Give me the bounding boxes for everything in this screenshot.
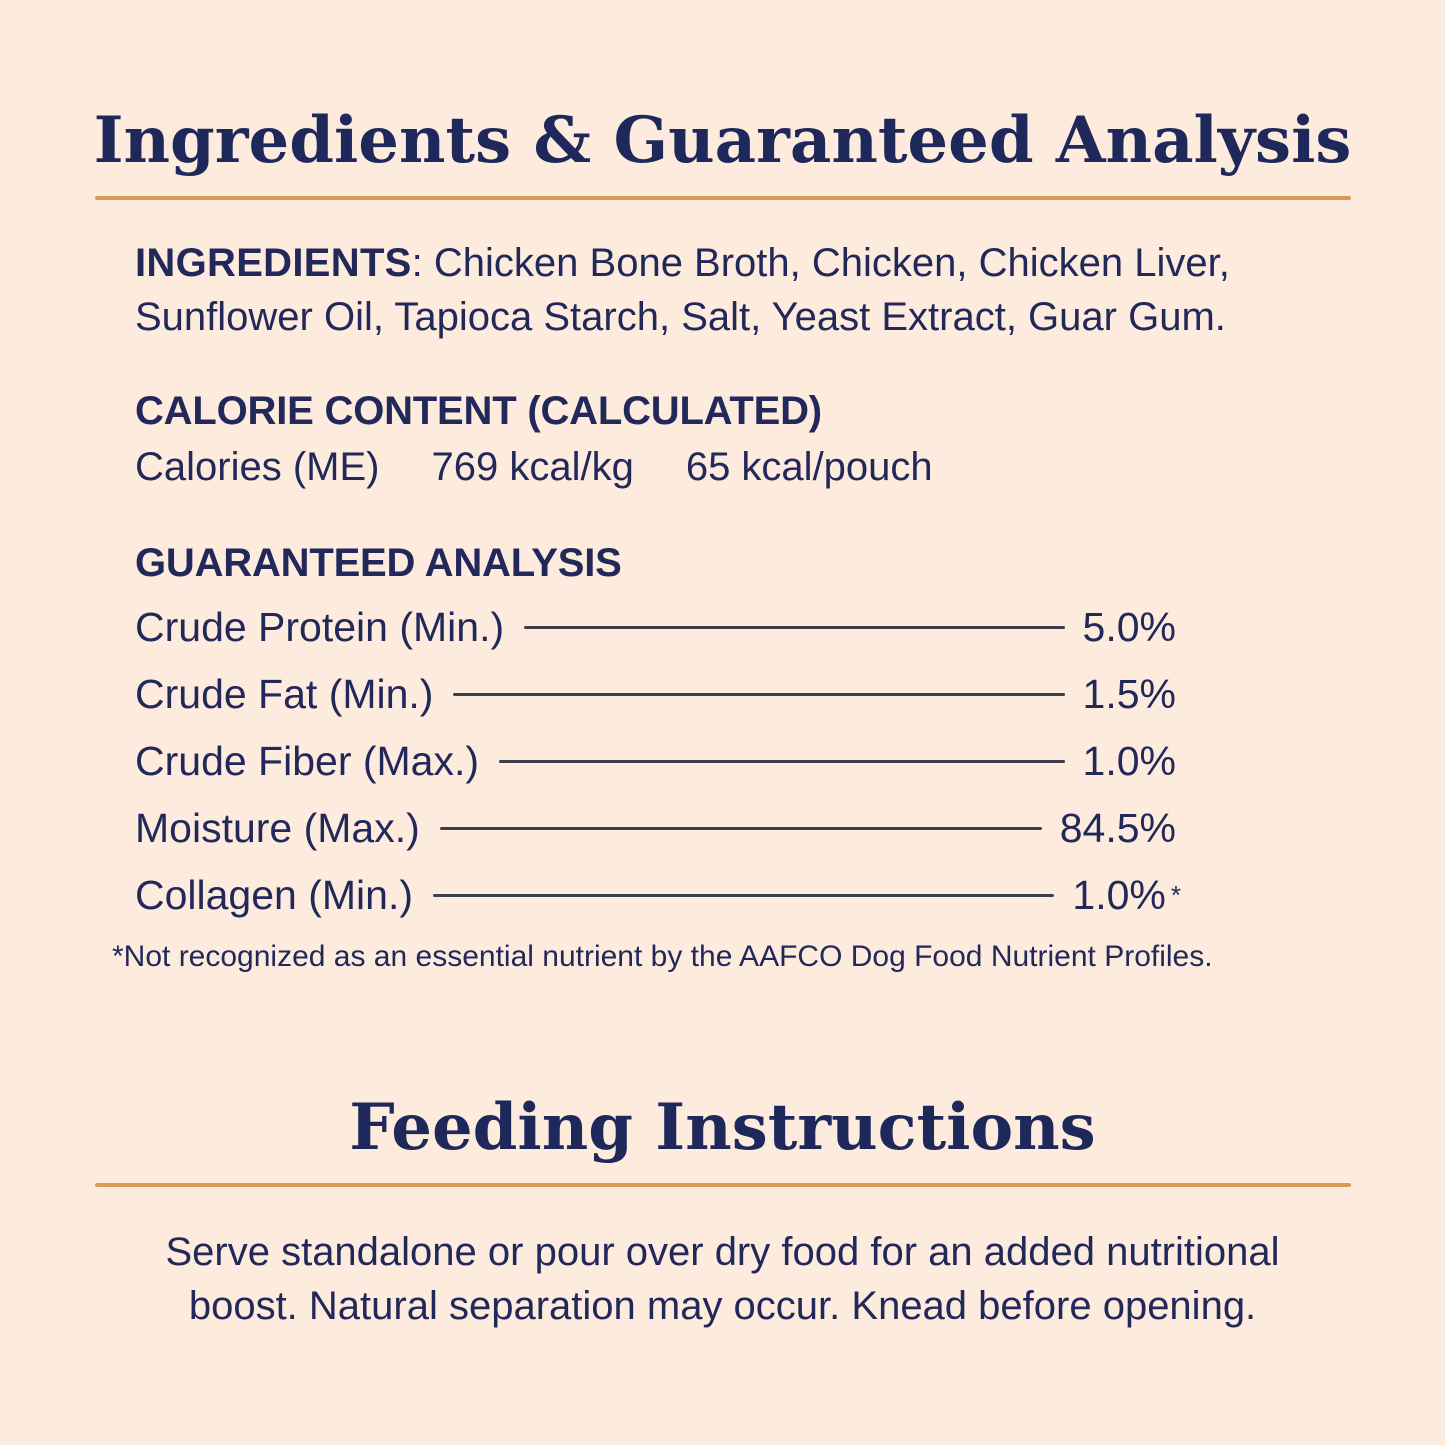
ingredients-label: INGREDIENTS (135, 241, 412, 285)
section-divider-top (94, 196, 1351, 200)
calories-per-kg-value: 769 kcal/kg (431, 445, 634, 489)
leader-line (524, 626, 1065, 629)
analysis-row-collagen: Collagen (Min.) 1.0% * (135, 862, 1181, 929)
analysis-row-label: Crude Fiber (Max.) (135, 738, 480, 784)
analysis-row-crude-fat: Crude Fat (Min.) 1.5% (135, 661, 1181, 728)
calorie-content-heading: CALORIE CONTENT (CALCULATED) (135, 389, 822, 433)
label-content: INGREDIENTS: Chicken Bone Broth, Chicken… (0, 236, 1445, 977)
analysis-row-value: 1.0% (1082, 738, 1176, 784)
ingredients-line-1: INGREDIENTS: Chicken Bone Broth, Chicken… (135, 236, 1350, 290)
analysis-row-crude-protein: Crude Protein (Min.) 5.0% (135, 594, 1181, 661)
footnote-marker: * (1170, 880, 1181, 910)
feeding-line-1: Serve standalone or pour over dry food f… (165, 1230, 1280, 1274)
ingredients-paragraph: INGREDIENTS: Chicken Bone Broth, Chicken… (135, 236, 1350, 344)
ingredients-line-1-text: : Chicken Bone Broth, Chicken, Chicken L… (411, 241, 1230, 285)
analysis-row-value: 84.5% (1059, 805, 1176, 851)
guaranteed-analysis-table: Crude Protein (Min.) 5.0% Crude Fat (Min… (135, 594, 1181, 929)
analysis-row-label: Collagen (Min.) (135, 872, 413, 918)
leader-line (453, 693, 1065, 696)
guaranteed-analysis-heading: GUARANTEED ANALYSIS (135, 541, 622, 585)
analysis-row-label: Crude Protein (Min.) (135, 604, 505, 650)
analysis-row-label: Crude Fat (Min.) (135, 671, 434, 717)
leader-line (499, 760, 1065, 763)
leader-line (433, 894, 1055, 897)
analysis-row-label: Moisture (Max.) (135, 805, 420, 851)
analysis-row-crude-fiber: Crude Fiber (Max.) 1.0% (135, 728, 1181, 795)
analysis-row-value: 5.0% (1082, 604, 1176, 650)
calorie-values-row: Calories (ME) 769 kcal/kg 65 kcal/pouch (135, 440, 1350, 494)
feeding-instructions-title: Feeding Instructions (349, 1090, 1096, 1165)
feeding-line-2: boost. Natural separation may occur. Kne… (188, 1284, 1257, 1328)
analysis-row-value: 1.5% (1082, 671, 1176, 717)
section-divider-bottom (94, 1183, 1351, 1187)
aafco-footnote: *Not recognized as an essential nutrient… (112, 940, 1213, 973)
ingredients-analysis-title: Ingredients & Guaranteed Analysis (93, 103, 1352, 178)
analysis-row-value: 1.0% (1072, 872, 1166, 918)
ingredients-line-2: Sunflower Oil, Tapioca Starch, Salt, Yea… (135, 295, 1226, 339)
feeding-instructions-paragraph: Serve standalone or pour over dry food f… (0, 1225, 1445, 1333)
analysis-row-moisture: Moisture (Max.) 84.5% (135, 795, 1181, 862)
calories-per-pouch-value: 65 kcal/pouch (685, 445, 933, 489)
leader-line (439, 827, 1042, 830)
calories-me-label: Calories (ME) (135, 445, 380, 489)
